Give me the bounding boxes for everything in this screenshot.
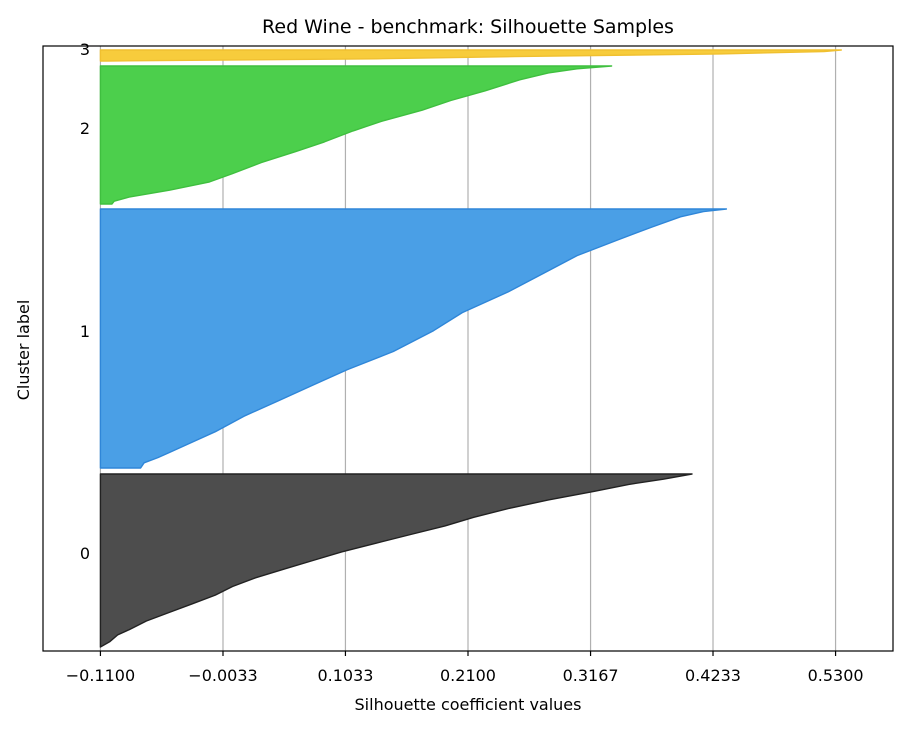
x-tick-label: 0.1033 <box>317 666 373 685</box>
cluster-label-2: 2 <box>80 119 90 138</box>
x-axis-title: Silhouette coefficient values <box>355 695 582 714</box>
x-tick-label: 0.4233 <box>685 666 741 685</box>
cluster-label-1: 1 <box>80 322 90 341</box>
x-tick-label: 0.2100 <box>440 666 496 685</box>
x-tick-label: −0.0033 <box>188 666 257 685</box>
x-ticks: −0.1100 −0.0033 0.1033 0.2100 0.3167 0.4233 0.… <box>66 651 864 685</box>
cluster-label-3: 3 <box>80 40 90 59</box>
x-tick-label: 0.5300 <box>808 666 864 685</box>
silhouette-band-cluster-0 <box>99 473 693 648</box>
cluster-labels: 0 1 2 3 <box>80 40 90 563</box>
silhouette-band-cluster-1 <box>99 208 728 469</box>
silhouette-band-cluster-2 <box>99 65 613 205</box>
silhouette-fills <box>99 49 842 648</box>
y-axis-title: Cluster label <box>14 300 33 401</box>
chart-title: Red Wine - benchmark: Silhouette Samples <box>262 16 674 38</box>
cluster-label-0: 0 <box>80 544 90 563</box>
silhouette-band-cluster-3 <box>99 49 842 62</box>
x-tick-label: −0.1100 <box>66 666 135 685</box>
x-tick-label: 0.3167 <box>563 666 619 685</box>
